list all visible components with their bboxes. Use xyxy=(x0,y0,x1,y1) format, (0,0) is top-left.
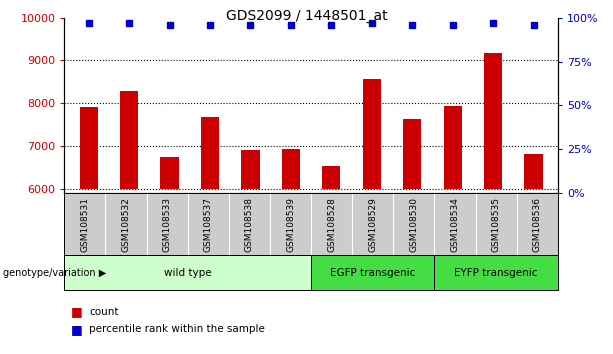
Text: GSM108538: GSM108538 xyxy=(245,197,254,252)
Text: percentile rank within the sample: percentile rank within the sample xyxy=(89,324,265,334)
Text: ■: ■ xyxy=(70,323,82,336)
Bar xyxy=(311,255,435,290)
Bar xyxy=(322,166,340,189)
Bar xyxy=(403,119,421,189)
Text: GSM108529: GSM108529 xyxy=(368,197,377,252)
Text: count: count xyxy=(89,307,118,316)
Bar xyxy=(444,106,462,189)
Bar xyxy=(435,255,558,290)
Text: GDS2099 / 1448501_at: GDS2099 / 1448501_at xyxy=(226,9,387,23)
Text: GSM108535: GSM108535 xyxy=(492,197,501,252)
Text: EGFP transgenic: EGFP transgenic xyxy=(330,268,416,278)
Text: GSM108534: GSM108534 xyxy=(451,197,460,252)
Bar xyxy=(525,154,543,189)
Text: GSM108532: GSM108532 xyxy=(121,197,131,252)
Bar xyxy=(201,117,219,189)
Bar xyxy=(120,91,138,189)
Text: GSM108539: GSM108539 xyxy=(286,197,295,252)
Bar xyxy=(282,149,300,189)
Bar xyxy=(484,53,502,189)
Bar xyxy=(64,255,311,290)
Text: GSM108530: GSM108530 xyxy=(409,197,419,252)
Text: genotype/variation ▶: genotype/variation ▶ xyxy=(3,268,106,278)
Text: GSM108537: GSM108537 xyxy=(204,197,213,252)
Text: GSM108528: GSM108528 xyxy=(327,197,336,252)
Text: GSM108536: GSM108536 xyxy=(533,197,542,252)
Text: EYFP transgenic: EYFP transgenic xyxy=(454,268,538,278)
Bar xyxy=(363,79,381,189)
Text: wild type: wild type xyxy=(164,268,211,278)
Text: ■: ■ xyxy=(70,305,82,318)
Bar xyxy=(161,156,178,189)
Bar xyxy=(242,150,259,189)
Bar xyxy=(80,108,97,189)
Text: GSM108533: GSM108533 xyxy=(162,197,172,252)
Text: GSM108531: GSM108531 xyxy=(80,197,89,252)
